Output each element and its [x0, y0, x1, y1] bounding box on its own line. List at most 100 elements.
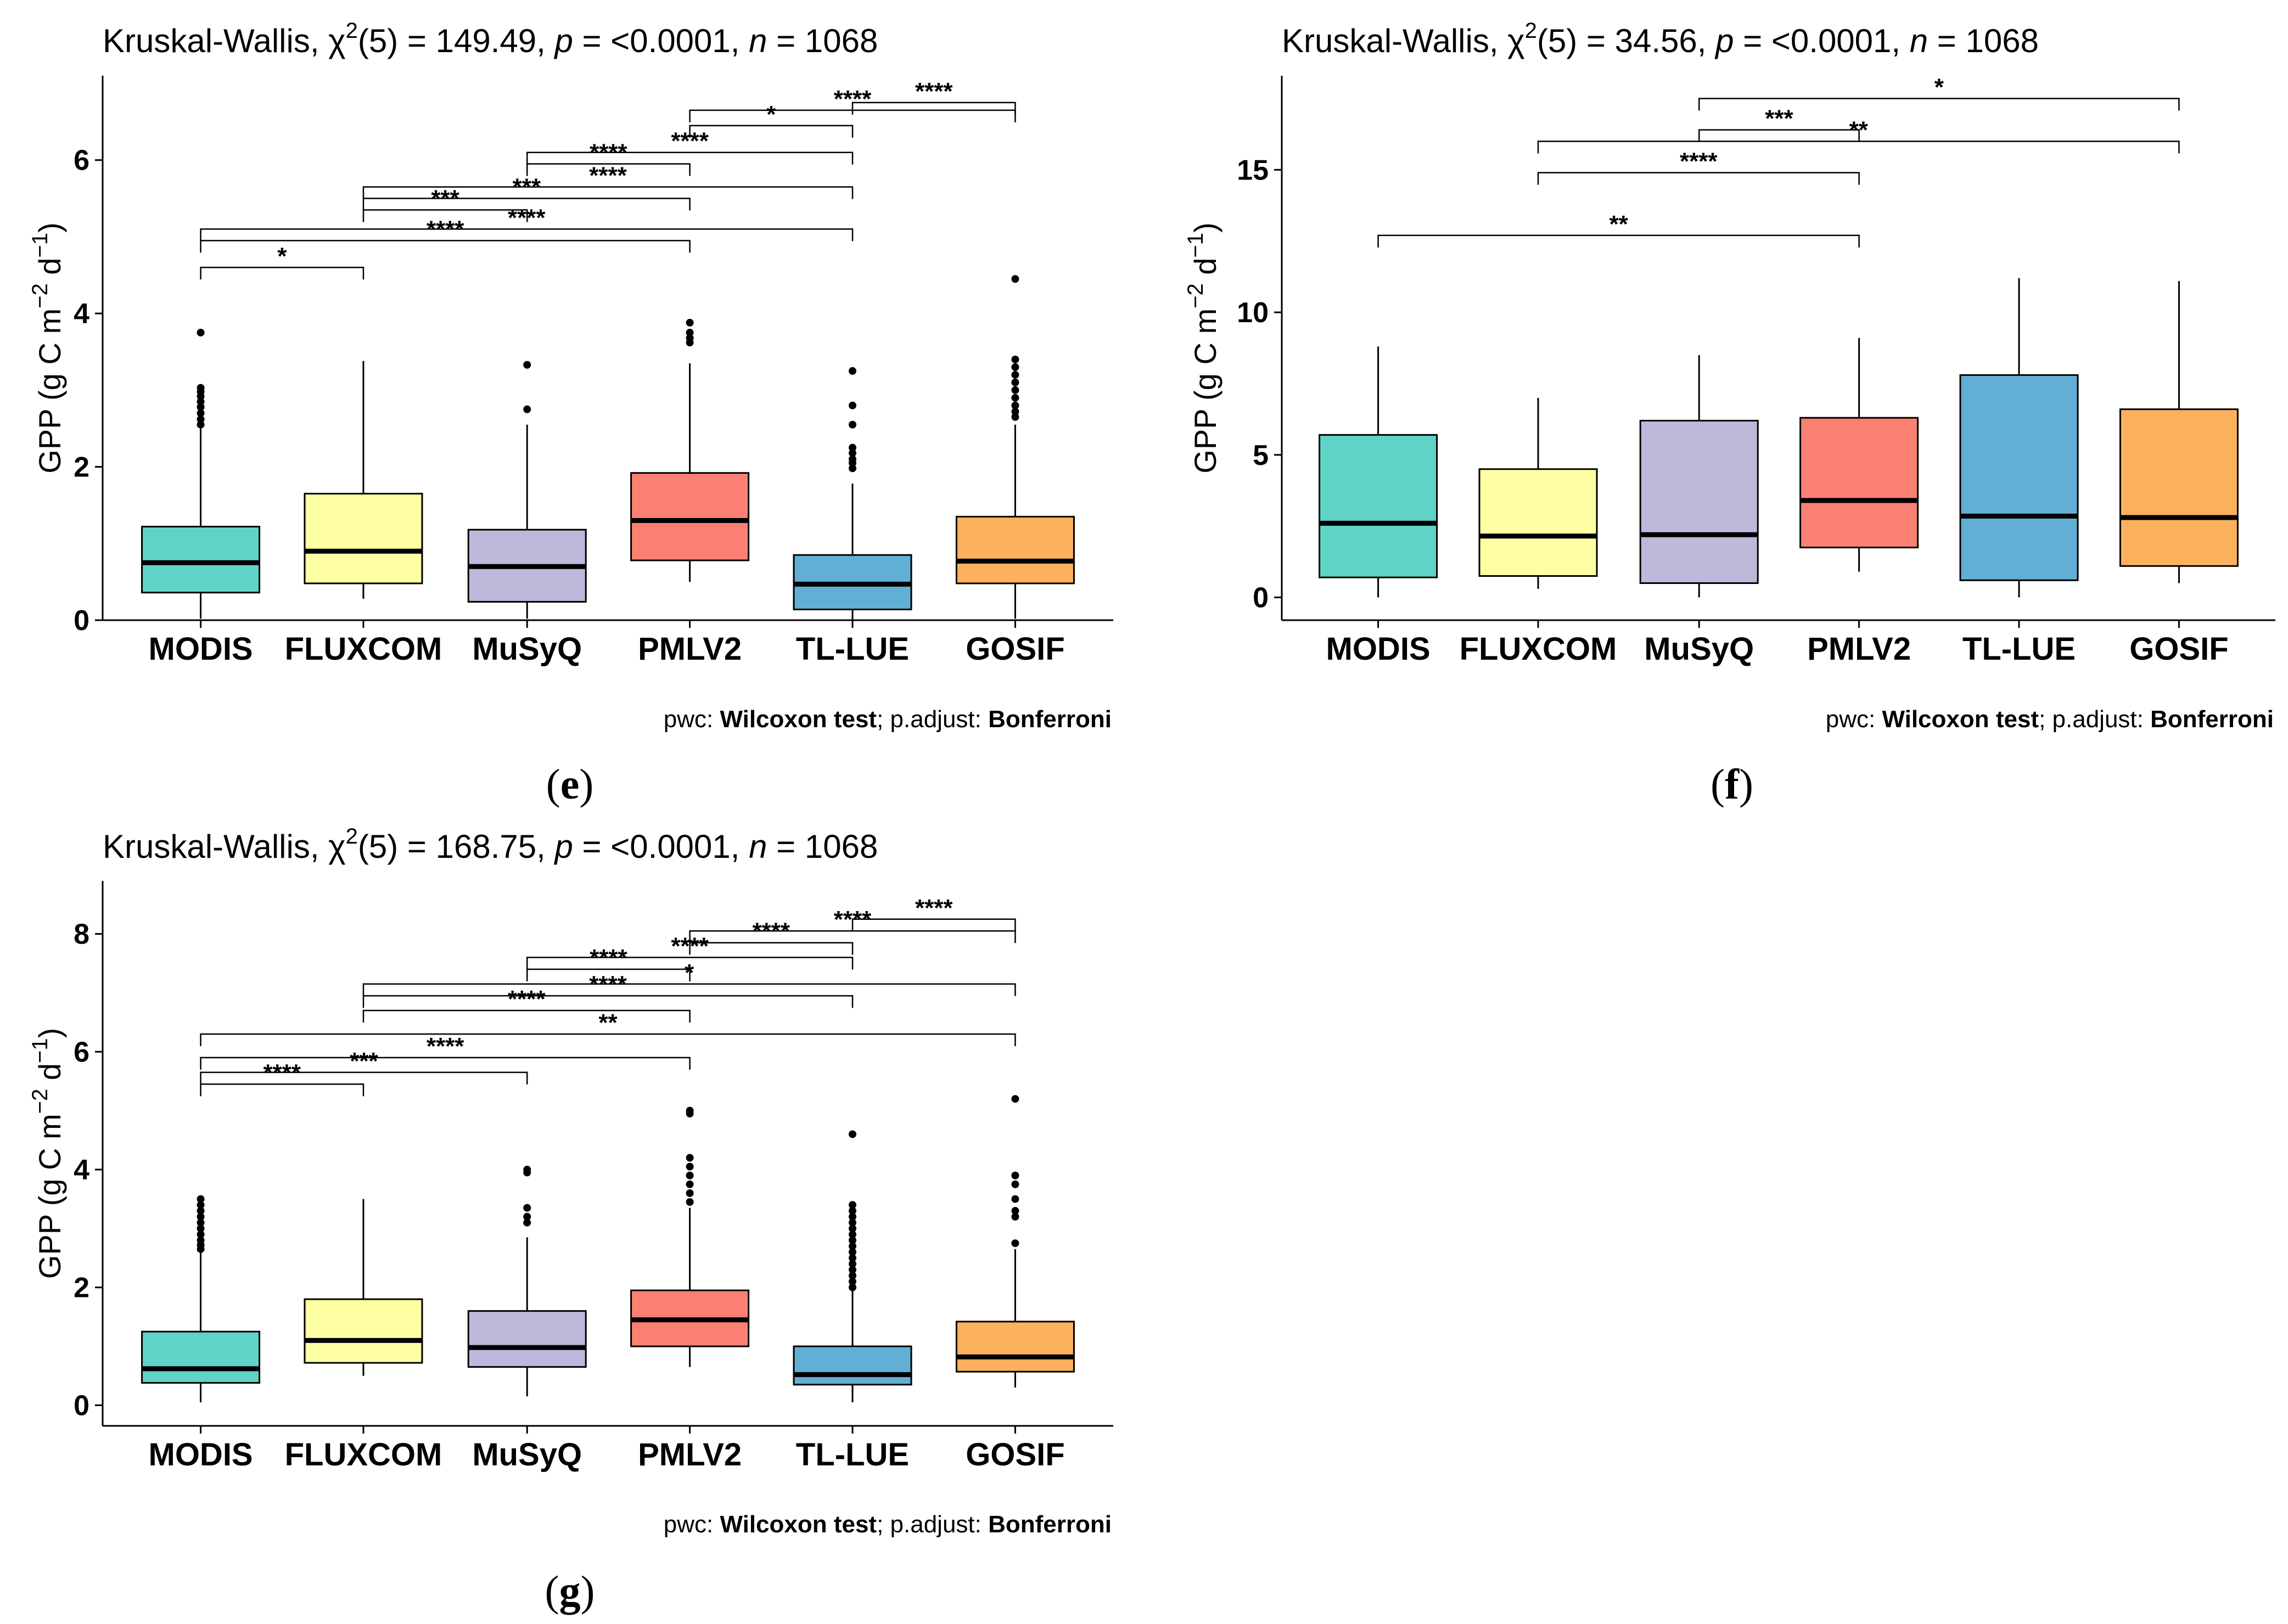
- panel-label-close: ): [579, 760, 593, 808]
- footer-test: Wilcoxon test: [720, 706, 877, 733]
- outlier-point: [197, 409, 205, 417]
- y-label-sup-m: −2: [28, 283, 52, 308]
- bracket-label: ****: [427, 1033, 464, 1060]
- box-body: [141, 526, 261, 594]
- y-tick-label: 5: [1253, 440, 1269, 471]
- outlier-point: [197, 1201, 205, 1209]
- box-modis: [141, 1195, 261, 1403]
- title-p-label: p: [553, 828, 573, 865]
- outlier-point: [849, 1236, 857, 1244]
- bracket-label: ***: [350, 1048, 378, 1075]
- outlier-point: [1011, 275, 1019, 283]
- y-tick-label: 4: [74, 298, 89, 330]
- footer-adjust-label: ; p.adjust:: [877, 706, 988, 733]
- y-label-sup-m: −2: [1184, 283, 1208, 308]
- box-pmlv2: [630, 318, 750, 582]
- bracket-line: [200, 267, 364, 280]
- x-tick-label-fluxcom: FLUXCOM: [285, 1437, 442, 1473]
- pwc-footnote: pwc: Wilcoxon test; p.adjust: Bonferroni: [1826, 706, 2274, 733]
- outlier-point: [197, 1224, 205, 1233]
- outlier-point: [849, 1254, 857, 1262]
- x-tick-label-pmlv2: PMLV2: [638, 1437, 742, 1473]
- box-pmlv2: [1799, 338, 1919, 572]
- box-fluxcom: [304, 1199, 423, 1376]
- outlier-point: [686, 1162, 694, 1171]
- outlier-point: [197, 1195, 205, 1203]
- y-tick-label: 0: [74, 1390, 89, 1421]
- outlier-point: [849, 1260, 857, 1268]
- box-body: [141, 1330, 261, 1384]
- outlier-point: [849, 1207, 857, 1215]
- outlier-point: [197, 1236, 205, 1244]
- outlier-point: [849, 1218, 857, 1227]
- outlier-point: [849, 367, 857, 375]
- chart-panel-e: Kruskal-Wallis, χ2(5) = 149.49, p = <0.0…: [28, 19, 1113, 808]
- y-tick-label: 2: [74, 452, 89, 484]
- bracket-line: [200, 228, 854, 241]
- y-label-close: ): [32, 222, 67, 233]
- box-body: [630, 472, 750, 561]
- y-label-sup-d: −1: [28, 1038, 52, 1063]
- x-tick-label-tl-lue: TL-LUE: [1962, 631, 2076, 667]
- x-tick-label-pmlv2: PMLV2: [638, 631, 742, 667]
- outlier-point: [1011, 1195, 1019, 1203]
- chart-title: Kruskal-Wallis, χ2(5) = 34.56, p = <0.00…: [1282, 19, 2039, 59]
- chart-title: Kruskal-Wallis, χ2(5) = 149.49, p = <0.0…: [103, 19, 878, 59]
- outlier-point: [523, 1166, 531, 1174]
- title-p-value: = <0.0001,: [573, 23, 749, 59]
- title-chi-symbol: χ: [328, 23, 346, 59]
- y-tick-label: 0: [1253, 582, 1269, 614]
- outlier-point: [523, 361, 531, 369]
- outlier-point: [523, 405, 531, 413]
- y-tick-label: 4: [74, 1154, 89, 1186]
- significance-bracket: **: [1377, 211, 1860, 248]
- y-tick-label: 8: [74, 919, 89, 951]
- y-tick-label: 0: [74, 605, 89, 637]
- x-tick-label-fluxcom: FLUXCOM: [285, 631, 442, 667]
- box-modis: [1319, 346, 1438, 598]
- outlier-point: [686, 1106, 694, 1115]
- box-gosif: [955, 275, 1075, 619]
- title-n-label: n: [749, 23, 767, 59]
- bracket-line: [851, 102, 1016, 115]
- panel-label: (g): [545, 1567, 595, 1615]
- title-p-value: = <0.0001,: [1734, 23, 1909, 59]
- significance-bracket: ****: [362, 162, 854, 199]
- outlier-point: [1011, 1207, 1019, 1215]
- chart-title: Kruskal-Wallis, χ2(5) = 168.75, p = <0.0…: [103, 824, 878, 865]
- pwc-footnote: pwc: Wilcoxon test; p.adjust: Bonferroni: [664, 706, 1112, 733]
- outlier-point: [1011, 394, 1019, 402]
- outlier-point: [849, 1230, 857, 1239]
- y-label-sup-d: −1: [28, 233, 52, 258]
- panel-label-open: (: [546, 760, 560, 808]
- box-gosif: [955, 1095, 1075, 1388]
- bracket-line: [1537, 172, 1860, 185]
- x-tick-label-tl-lue: TL-LUE: [796, 631, 909, 667]
- box-fluxcom: [1478, 397, 1598, 589]
- box-body: [955, 515, 1075, 585]
- footer-adjust-method: Bonferroni: [2150, 706, 2274, 733]
- outlier-point: [197, 403, 205, 411]
- outlier-point: [1011, 370, 1019, 379]
- bracket-line: [362, 995, 854, 1008]
- x-tick-label-musyq: MuSyQ: [472, 1437, 582, 1473]
- bracket-label: **: [1609, 211, 1628, 238]
- box-body: [467, 1310, 587, 1368]
- outlier-point: [849, 1201, 857, 1209]
- title-p-label: p: [1714, 23, 1734, 59]
- title-statistic: (5) = 34.56,: [1537, 23, 1715, 59]
- x-tick-label-gosif: GOSIF: [966, 1437, 1064, 1473]
- pwc-footnote: pwc: Wilcoxon test; p.adjust: Bonferroni: [664, 1511, 1112, 1538]
- box-musyq: [467, 361, 587, 619]
- outlier-point: [1011, 363, 1019, 371]
- outlier-point: [686, 1198, 694, 1206]
- bracket-label: ****: [1680, 148, 1718, 175]
- outlier-point: [849, 1277, 857, 1285]
- outlier-point: [1011, 401, 1019, 409]
- outlier-point: [686, 334, 694, 342]
- significance-bracket: ***: [200, 1048, 528, 1084]
- significance-bracket: ****: [1537, 148, 1860, 185]
- outlier-point: [197, 397, 205, 406]
- box-body: [2119, 408, 2239, 567]
